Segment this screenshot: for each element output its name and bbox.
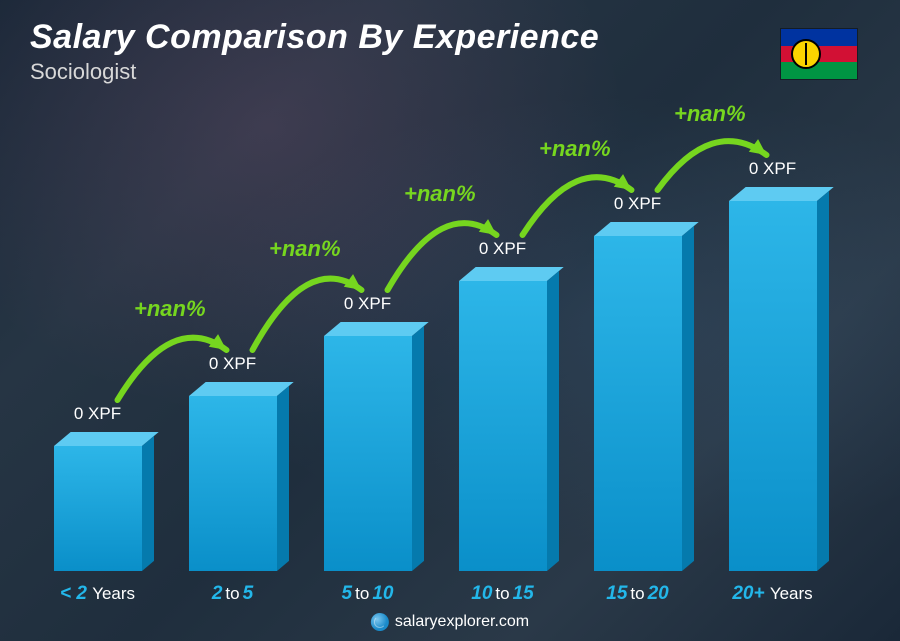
- bar-4: 0 XPF15to20: [570, 100, 705, 571]
- footer-text: salaryexplorer.com: [395, 613, 529, 631]
- bar-2: 0 XPF5to10: [300, 100, 435, 571]
- delta-label: +nan%: [539, 136, 611, 162]
- bar-value-label: 0 XPF: [614, 194, 661, 214]
- bar-3: 0 XPF10to15: [435, 100, 570, 571]
- bar-category-label: 2to5: [212, 583, 253, 605]
- bar-chart: 0 XPF< 2 Years0 XPF2to50 XPF5to100 XPF10…: [30, 100, 840, 571]
- chart-container: Salary Comparison By Experience Sociolog…: [0, 0, 900, 641]
- delta-label: +nan%: [404, 181, 476, 207]
- bar-shape: [594, 236, 682, 571]
- page-title: Salary Comparison By Experience: [30, 18, 870, 57]
- subtitle: Sociologist: [30, 59, 870, 85]
- flag-icon: [780, 28, 858, 80]
- bar-shape: [459, 281, 547, 571]
- bar-value-label: 0 XPF: [749, 159, 796, 179]
- bar-value-label: 0 XPF: [344, 294, 391, 314]
- bar-shape: [54, 446, 142, 571]
- bar-shape: [324, 336, 412, 571]
- bar-category-label: 15to20: [606, 583, 668, 605]
- globe-icon: [371, 613, 389, 631]
- bar-value-label: 0 XPF: [479, 239, 526, 259]
- bar-value-label: 0 XPF: [74, 404, 121, 424]
- footer: salaryexplorer.com: [371, 613, 529, 631]
- bar-category-label: 5to10: [342, 583, 394, 605]
- bar-1: 0 XPF2to5: [165, 100, 300, 571]
- bar-value-label: 0 XPF: [209, 354, 256, 374]
- delta-label: +nan%: [134, 296, 206, 322]
- bar-category-label: < 2 Years: [60, 583, 135, 605]
- delta-label: +nan%: [269, 236, 341, 262]
- bar-0: 0 XPF< 2 Years: [30, 100, 165, 571]
- bar-5: 0 XPF20+ Years: [705, 100, 840, 571]
- delta-label: +nan%: [674, 101, 746, 127]
- header: Salary Comparison By Experience Sociolog…: [30, 18, 870, 85]
- bar-shape: [729, 201, 817, 571]
- bar-category-label: 20+ Years: [732, 583, 812, 605]
- bar-category-label: 10to15: [471, 583, 533, 605]
- bar-shape: [189, 396, 277, 571]
